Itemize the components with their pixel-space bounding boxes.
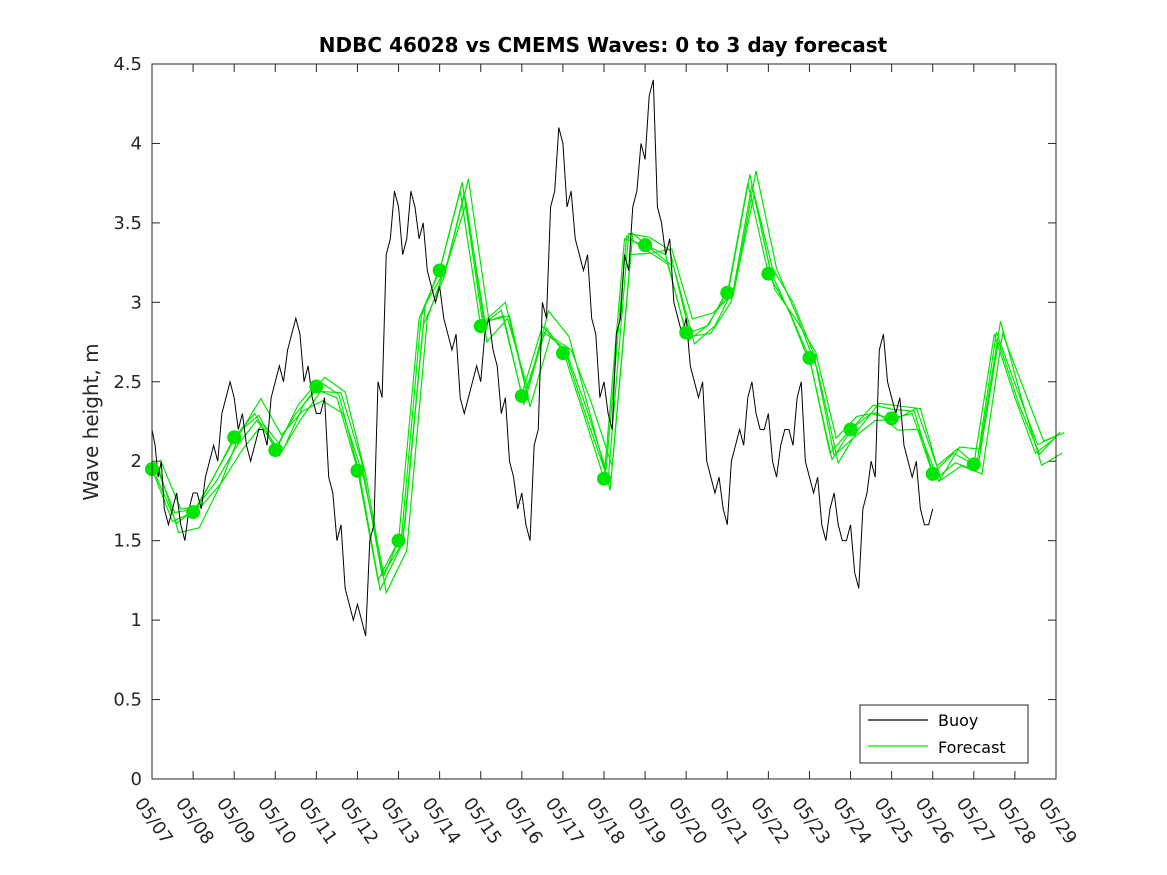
x-tick-label: 05/16: [500, 794, 547, 849]
forecast-marker: [925, 466, 940, 481]
forecast-marker: [268, 443, 283, 458]
x-tick-label: 05/29: [1034, 794, 1081, 849]
forecast-marker: [473, 319, 488, 334]
x-tick-label: 05/08: [171, 794, 218, 849]
x-tick-label: 05/10: [253, 794, 300, 849]
plot-area: [152, 64, 1056, 779]
x-tick-label: 05/09: [212, 794, 259, 849]
y-tick-label: 0: [131, 769, 142, 790]
chart-title: NDBC 46028 vs CMEMS Waves: 0 to 3 day fo…: [319, 33, 888, 57]
x-tick-label: 05/17: [541, 794, 588, 849]
forecast-marker: [597, 471, 611, 486]
y-tick-label: 1.5: [113, 531, 142, 552]
forecast-marker: [843, 422, 858, 437]
y-tick-label: 4.5: [113, 54, 142, 75]
series-group: [145, 79, 1065, 637]
plot-background: [152, 64, 1056, 779]
x-tick-label: 05/20: [664, 794, 711, 849]
forecast-line: [157, 194, 1063, 578]
forecast-marker: [309, 379, 324, 394]
x-tick-label: 05/07: [130, 794, 177, 849]
forecast-marker: [186, 505, 201, 520]
forecast-marker: [884, 411, 899, 426]
y-axis: 0 0.5 1 1.5 2 2.5 3 3.5 4 4.5: [113, 54, 1056, 790]
y-axis-label: Wave height, m: [79, 343, 103, 500]
forecast-marker: [514, 389, 529, 404]
forecast-marker: [761, 266, 776, 281]
forecast-marker: [679, 325, 694, 340]
forecast-marker: [966, 457, 981, 472]
x-tick-label: 05/14: [418, 794, 465, 849]
x-tick-label: 05/12: [335, 794, 382, 849]
x-tick-label: 05/22: [746, 794, 793, 849]
plot-frame: [151, 63, 1057, 780]
y-tick-label: 2.5: [113, 372, 142, 393]
y-tick-label: 3: [131, 292, 142, 313]
forecast-marker: [227, 430, 242, 445]
x-tick-label: 05/18: [582, 794, 629, 849]
forecast-marker: [432, 263, 447, 278]
x-tick-label: 05/26: [911, 794, 958, 849]
x-tick-label: 05/28: [993, 794, 1040, 849]
y-tick-label: 0.5: [113, 690, 142, 711]
y-tick-label: 3.5: [113, 213, 142, 234]
y-tick-label: 1: [131, 610, 142, 631]
forecast-line: [159, 170, 1065, 595]
x-tick-label: 05/13: [376, 794, 423, 849]
x-tick-label: 05/24: [828, 794, 875, 849]
x-tick-label: 05/15: [459, 794, 506, 849]
forecast-marker: [802, 350, 817, 365]
legend: Buoy Forecast: [859, 704, 1029, 764]
forecast-marker: [350, 463, 365, 478]
forecast-marker: [391, 533, 406, 548]
legend-forecast-label: Forecast: [938, 738, 1006, 757]
buoy-line: [151, 79, 934, 637]
y-tick-label: 2: [131, 451, 142, 472]
x-tick-label: 05/23: [787, 794, 834, 849]
forecast-marker: [638, 238, 653, 253]
legend-box: [859, 704, 1029, 764]
forecast-marker: [555, 346, 570, 361]
x-tick-label: 05/19: [623, 794, 670, 849]
legend-buoy-label: Buoy: [938, 711, 978, 730]
forecast-marker: [720, 285, 735, 300]
x-tick-label: 05/25: [870, 794, 917, 849]
forecast-line: [153, 174, 1059, 592]
x-tick-label: 05/27: [952, 794, 999, 849]
x-tick-label: 05/21: [705, 794, 752, 849]
x-tick-label: 05/11: [294, 794, 341, 849]
y-tick-label: 4: [131, 133, 142, 154]
